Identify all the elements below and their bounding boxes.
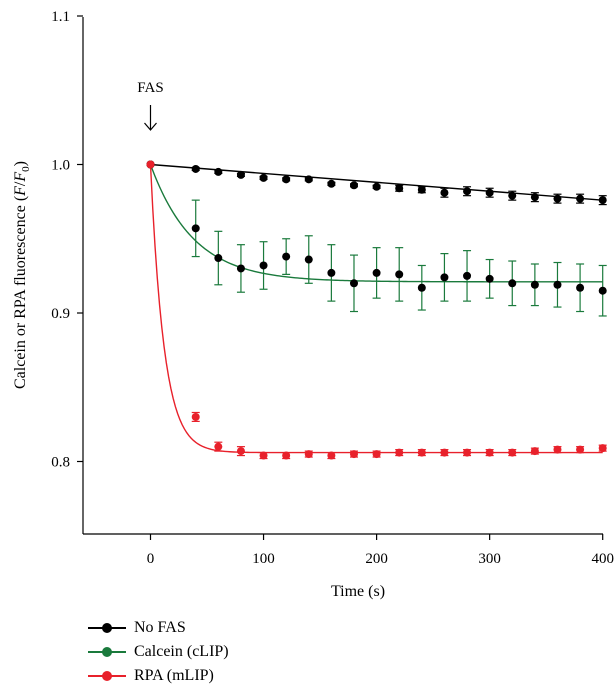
data-point [485, 274, 494, 283]
fit-curve [150, 163, 603, 201]
data-point [508, 448, 517, 457]
data-point [395, 184, 404, 193]
legend-label: No FAS [134, 619, 186, 636]
x-tick-label: 0 [147, 551, 155, 567]
data-point [417, 185, 426, 194]
x-tick-label: 300 [478, 551, 501, 567]
data-point [463, 448, 472, 457]
fas-annotation: FAS [137, 80, 164, 131]
data-point [598, 444, 607, 453]
data-point [327, 179, 336, 188]
data-point [553, 194, 562, 203]
fas-annotation-label: FAS [137, 80, 163, 96]
data-point [236, 447, 245, 456]
data-point [553, 445, 562, 454]
data-point [304, 450, 313, 459]
error-bars [191, 166, 607, 460]
data-point [463, 271, 472, 280]
legend-label: RPA (mLIP) [134, 667, 214, 684]
legend-swatch-icon [88, 671, 126, 681]
data-point [372, 182, 381, 191]
legend: No FAS Calcein (cLIP) RPA (mLIP) [88, 616, 229, 688]
x-axis-title: Time (s) [331, 583, 385, 600]
data-point [417, 448, 426, 457]
data-point [349, 450, 358, 459]
data-point [395, 448, 404, 457]
data-point [191, 224, 200, 233]
legend-item: Calcein (cLIP) [88, 640, 229, 664]
y-tick-label: 0.9 [51, 306, 70, 322]
data-point [282, 451, 291, 460]
y-tick-label: 1.0 [51, 158, 70, 174]
data-point [440, 273, 449, 282]
data-point [214, 167, 223, 176]
data-point [146, 160, 155, 169]
data-point [236, 170, 245, 179]
data-point [282, 175, 291, 184]
data-point [463, 187, 472, 196]
data-point [372, 450, 381, 459]
data-point [214, 254, 223, 263]
data-point [440, 188, 449, 197]
data-point [417, 283, 426, 292]
fit-curve [149, 164, 603, 454]
data-point [576, 445, 585, 454]
ticks: 0 100 200 300 400 0.8 0.9 1.0 1.1 [51, 9, 614, 567]
data-point [259, 173, 268, 182]
data-point [327, 451, 336, 460]
data-point [304, 255, 313, 264]
y-axis-title: Calcein or RPA fluorescence (F/F0) [12, 161, 32, 389]
data-point [282, 252, 291, 261]
data-point [395, 270, 404, 279]
data-point [553, 280, 562, 289]
data-point [576, 283, 585, 292]
data-point [259, 451, 268, 460]
legend-label: Calcein (cLIP) [134, 643, 229, 660]
data-point [214, 442, 223, 451]
data-point [530, 280, 539, 289]
data-point [485, 448, 494, 457]
data-point [349, 181, 358, 190]
fit-curves [149, 163, 603, 454]
data-point [236, 264, 245, 273]
fas-arrowhead-icon [144, 122, 157, 131]
data-point [530, 193, 539, 202]
data-point [349, 279, 358, 288]
y-tick-label: 1.1 [51, 9, 70, 25]
data-point [530, 447, 539, 456]
data-point [508, 191, 517, 200]
legend-item: RPA (mLIP) [88, 664, 229, 688]
legend-item: No FAS [88, 616, 229, 640]
x-tick-label: 100 [252, 551, 275, 567]
data-point [598, 286, 607, 295]
legend-swatch-icon [88, 623, 126, 633]
data-point [259, 261, 268, 270]
data-point [440, 448, 449, 457]
data-points [146, 160, 607, 460]
axes [82, 17, 603, 535]
data-point [485, 188, 494, 197]
data-point [191, 164, 200, 173]
data-point [508, 279, 517, 288]
y-tick-label: 0.8 [51, 455, 70, 471]
x-tick-label: 400 [591, 551, 614, 567]
data-point [191, 412, 200, 421]
data-point [327, 268, 336, 277]
data-point [304, 175, 313, 184]
legend-swatch-icon [88, 647, 126, 657]
x-tick-label: 200 [365, 551, 388, 567]
data-point [576, 194, 585, 203]
data-point [372, 268, 381, 277]
data-point [598, 196, 607, 205]
